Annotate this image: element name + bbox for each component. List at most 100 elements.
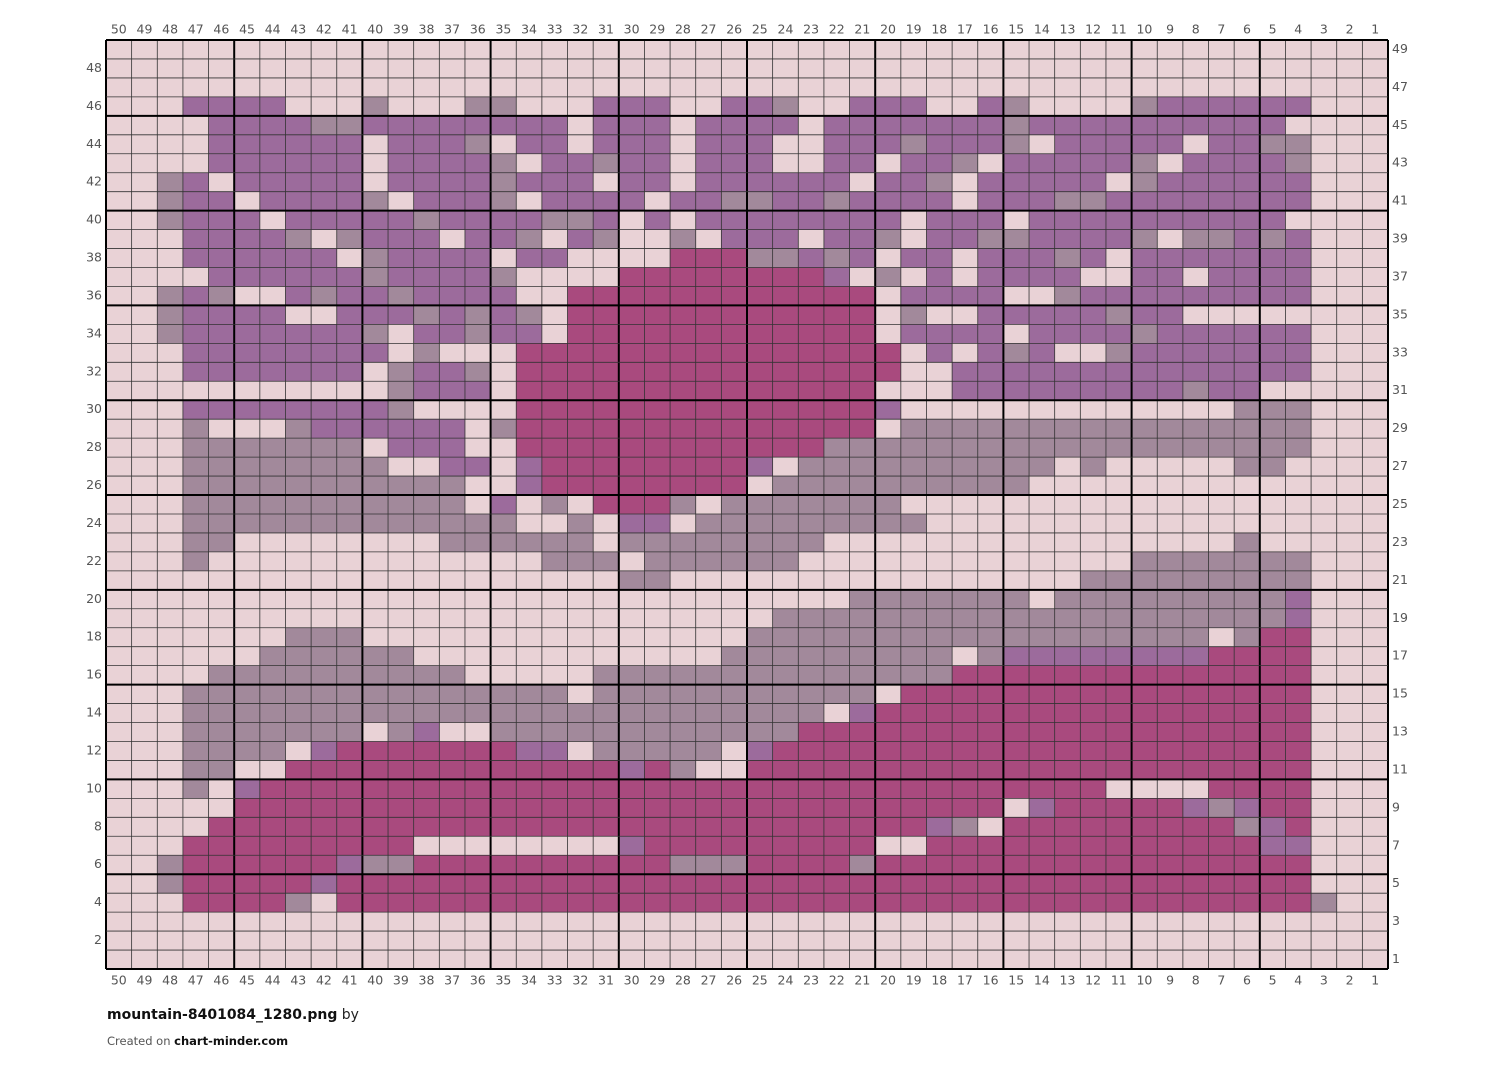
cell [747,950,773,970]
cell [900,58,927,79]
cell [721,381,748,401]
cell [259,172,286,192]
cell [875,722,902,742]
cell [1003,570,1030,591]
cell [1259,324,1286,344]
cell [772,665,799,685]
cell [464,798,491,818]
cell [1029,722,1055,742]
cell [439,646,466,666]
cell [567,703,594,723]
cell [182,172,209,192]
cell [798,570,825,591]
cell [798,419,825,439]
cell [1234,457,1261,477]
cell [926,495,953,515]
cell [311,855,338,875]
cell [900,229,927,249]
cell [311,191,338,211]
cell [618,817,645,837]
cell [439,931,466,951]
cell [772,191,799,211]
cell [1208,267,1235,287]
cell [541,210,568,230]
cell [413,134,440,155]
cell [182,570,209,591]
cell [593,836,620,856]
cell [772,931,799,951]
cell [823,210,850,230]
cell [285,457,312,477]
cell [388,893,414,913]
cell [695,893,722,913]
cell [439,589,466,610]
cell [106,96,132,117]
cell [1362,551,1389,572]
cell [311,457,338,477]
cell [234,893,261,913]
cell [208,153,235,174]
cell [695,40,722,60]
cell [926,760,953,780]
cell [208,191,235,211]
cell [259,400,286,420]
cell [336,419,363,439]
cell [1259,912,1286,932]
cell [798,172,825,192]
cell [1182,40,1209,60]
cell [1029,665,1055,685]
cell [567,874,594,894]
cell [1029,40,1055,60]
cell [670,779,697,799]
cell [1182,760,1209,780]
cell [1285,836,1312,856]
cell [1362,893,1389,913]
cell [413,931,440,951]
cell [849,343,876,363]
cell [926,115,953,136]
cell [413,817,440,837]
cell [106,58,132,79]
cell [541,172,568,192]
cell [1285,134,1312,155]
cell [567,551,594,572]
cell [1285,362,1312,382]
cell [875,608,902,629]
cell [1208,495,1235,515]
cell [875,703,902,723]
cell [1003,779,1030,799]
cell [541,798,568,818]
cell [695,722,722,742]
cell [259,551,286,572]
cell [644,817,671,837]
cell [823,912,850,932]
cell [798,532,825,553]
cell [1311,419,1338,439]
cell [541,58,568,79]
column-label: 36 [470,22,486,37]
cell [464,77,491,98]
cell [747,779,773,799]
cell [541,153,568,174]
cell [490,96,517,117]
cell [1234,343,1261,363]
cell [131,760,158,780]
cell [1029,305,1055,325]
cell [182,703,209,723]
cell [490,912,517,932]
cell [593,248,620,268]
cell [1054,115,1081,136]
cell [618,627,645,647]
cell [490,286,517,306]
cell [362,134,389,155]
cell [593,286,620,306]
cell [464,40,491,60]
cell [362,589,389,610]
cell [747,134,773,155]
cell [413,248,440,268]
cell [234,400,261,420]
cell [721,817,748,837]
cell [1234,760,1261,780]
cell [772,267,799,287]
cell [926,513,953,534]
